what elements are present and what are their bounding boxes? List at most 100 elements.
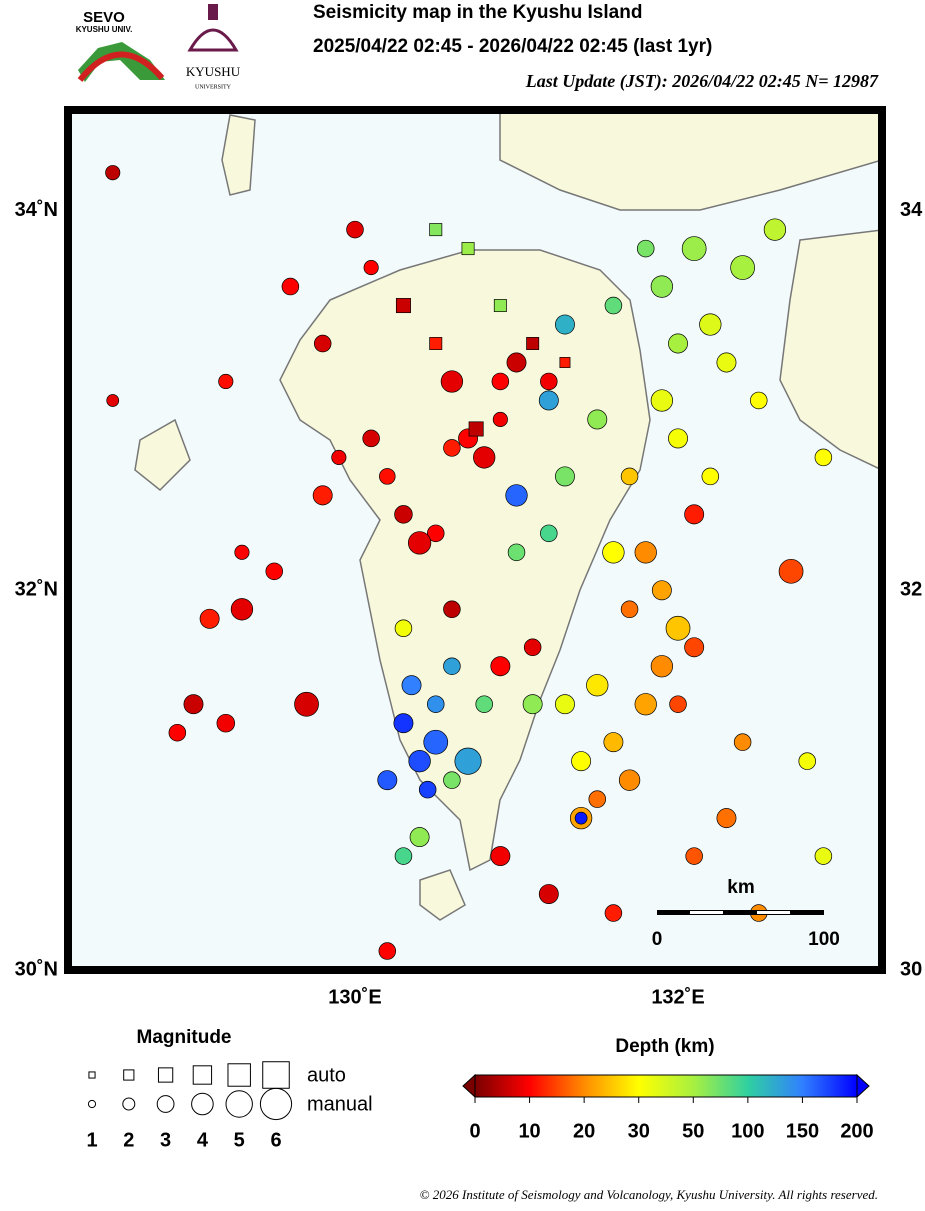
legend-magnitude: 2 bbox=[123, 1129, 134, 1151]
logo-arc bbox=[77, 51, 165, 82]
event-manual bbox=[730, 255, 755, 280]
event-manual bbox=[440, 370, 464, 393]
event-manual bbox=[490, 846, 511, 867]
event-manual bbox=[313, 334, 332, 353]
scale-label: 100 bbox=[808, 929, 840, 950]
colorbar-label: 20 bbox=[573, 1120, 595, 1142]
event-manual bbox=[620, 600, 639, 619]
event-manual bbox=[379, 468, 396, 485]
event-manual bbox=[168, 723, 187, 742]
event-manual bbox=[281, 277, 300, 296]
period: 2025/04/22 02:45 - 2026/04/22 02:45 (las… bbox=[313, 36, 712, 57]
event-manual bbox=[604, 904, 623, 922]
event-manual bbox=[475, 695, 493, 713]
event-manual bbox=[538, 884, 559, 905]
event-manual bbox=[540, 524, 558, 543]
event-manual bbox=[378, 942, 397, 960]
logo-text: UNIVERSITY bbox=[195, 84, 232, 90]
kyushu-logo: KYUSHU UNIVERSITY bbox=[186, 4, 241, 90]
legend-square bbox=[227, 1063, 251, 1087]
y-tick-label: 34˚N bbox=[15, 198, 58, 221]
event-manual bbox=[443, 771, 461, 789]
event-auto bbox=[493, 299, 507, 313]
event-manual bbox=[814, 847, 833, 865]
event-manual bbox=[650, 275, 674, 298]
event-manual bbox=[814, 448, 833, 467]
event-manual bbox=[394, 505, 413, 524]
legend-magnitude: 6 bbox=[270, 1129, 281, 1151]
event-auto bbox=[429, 223, 443, 237]
logo-text: SEVO bbox=[83, 9, 125, 26]
event-manual bbox=[312, 485, 333, 506]
event-manual bbox=[443, 439, 461, 457]
event-manual bbox=[427, 695, 445, 713]
event-manual bbox=[733, 733, 752, 751]
legend-square bbox=[88, 1071, 96, 1079]
event-manual bbox=[763, 218, 787, 241]
event-manual bbox=[668, 428, 688, 449]
sevo-logo: SEVO KYUSHU UNIV. bbox=[76, 9, 165, 82]
title: Seismicity map in the Kyushu Island bbox=[313, 2, 642, 23]
event-manual bbox=[394, 847, 413, 865]
legend-circle bbox=[87, 1099, 97, 1109]
event-manual bbox=[234, 544, 250, 560]
event-manual bbox=[618, 769, 641, 791]
event-manual bbox=[602, 541, 625, 564]
event-manual bbox=[183, 694, 204, 715]
event-manual bbox=[716, 352, 737, 373]
event-manual bbox=[408, 750, 431, 773]
logo-shape bbox=[187, 28, 239, 52]
event-manual bbox=[620, 467, 639, 486]
event-manual bbox=[555, 694, 575, 715]
event-manual bbox=[701, 467, 720, 486]
event-manual bbox=[685, 847, 703, 865]
shikoku-land bbox=[779, 229, 882, 471]
event-manual bbox=[401, 675, 422, 696]
event-auto bbox=[461, 242, 475, 256]
event-manual bbox=[684, 504, 705, 525]
colorbar-label: 10 bbox=[518, 1120, 540, 1142]
colorbar bbox=[474, 1074, 858, 1098]
y-tick-label: 32˚N bbox=[15, 578, 58, 601]
event-manual bbox=[473, 446, 496, 469]
legend-square bbox=[123, 1069, 135, 1081]
y-tick-label: 34 bbox=[900, 199, 923, 221]
event-manual bbox=[492, 411, 508, 427]
event-manual bbox=[491, 372, 510, 391]
legend-circle bbox=[191, 1092, 214, 1116]
event-manual bbox=[587, 409, 608, 430]
event-manual bbox=[650, 389, 674, 412]
event-manual bbox=[668, 333, 688, 354]
scale-bar: km 0 100 bbox=[652, 877, 840, 950]
event-manual bbox=[522, 694, 543, 715]
legend-circle bbox=[225, 1090, 253, 1118]
scale-unit: km bbox=[727, 877, 754, 898]
event-manual bbox=[540, 372, 558, 391]
island bbox=[134, 418, 191, 492]
event-manual bbox=[199, 608, 220, 629]
colorbar-over bbox=[856, 1073, 870, 1099]
event-auto bbox=[468, 421, 484, 437]
depth-title: Depth (km) bbox=[615, 1036, 714, 1057]
event-manual bbox=[669, 695, 687, 713]
colorbar-label: 150 bbox=[786, 1120, 819, 1142]
event-manual bbox=[377, 770, 398, 791]
colorbar-label: 200 bbox=[840, 1120, 873, 1142]
event-manual bbox=[716, 808, 737, 829]
event-manual bbox=[393, 713, 414, 734]
logo-text: KYUSHU UNIV. bbox=[76, 25, 133, 34]
island bbox=[221, 114, 256, 196]
event-manual bbox=[603, 732, 624, 753]
scale-bar-segment bbox=[690, 911, 723, 914]
event-manual bbox=[105, 165, 121, 181]
event-manual bbox=[634, 541, 657, 564]
event-manual bbox=[571, 751, 592, 772]
event-manual bbox=[555, 314, 575, 335]
event-manual bbox=[650, 655, 674, 678]
colorbar-label: 50 bbox=[682, 1120, 704, 1142]
event-manual bbox=[681, 236, 707, 261]
event-manual bbox=[218, 373, 234, 390]
event-manual bbox=[505, 484, 528, 507]
y-tick-label: 30˚N bbox=[15, 957, 58, 980]
event-manual bbox=[294, 691, 319, 717]
